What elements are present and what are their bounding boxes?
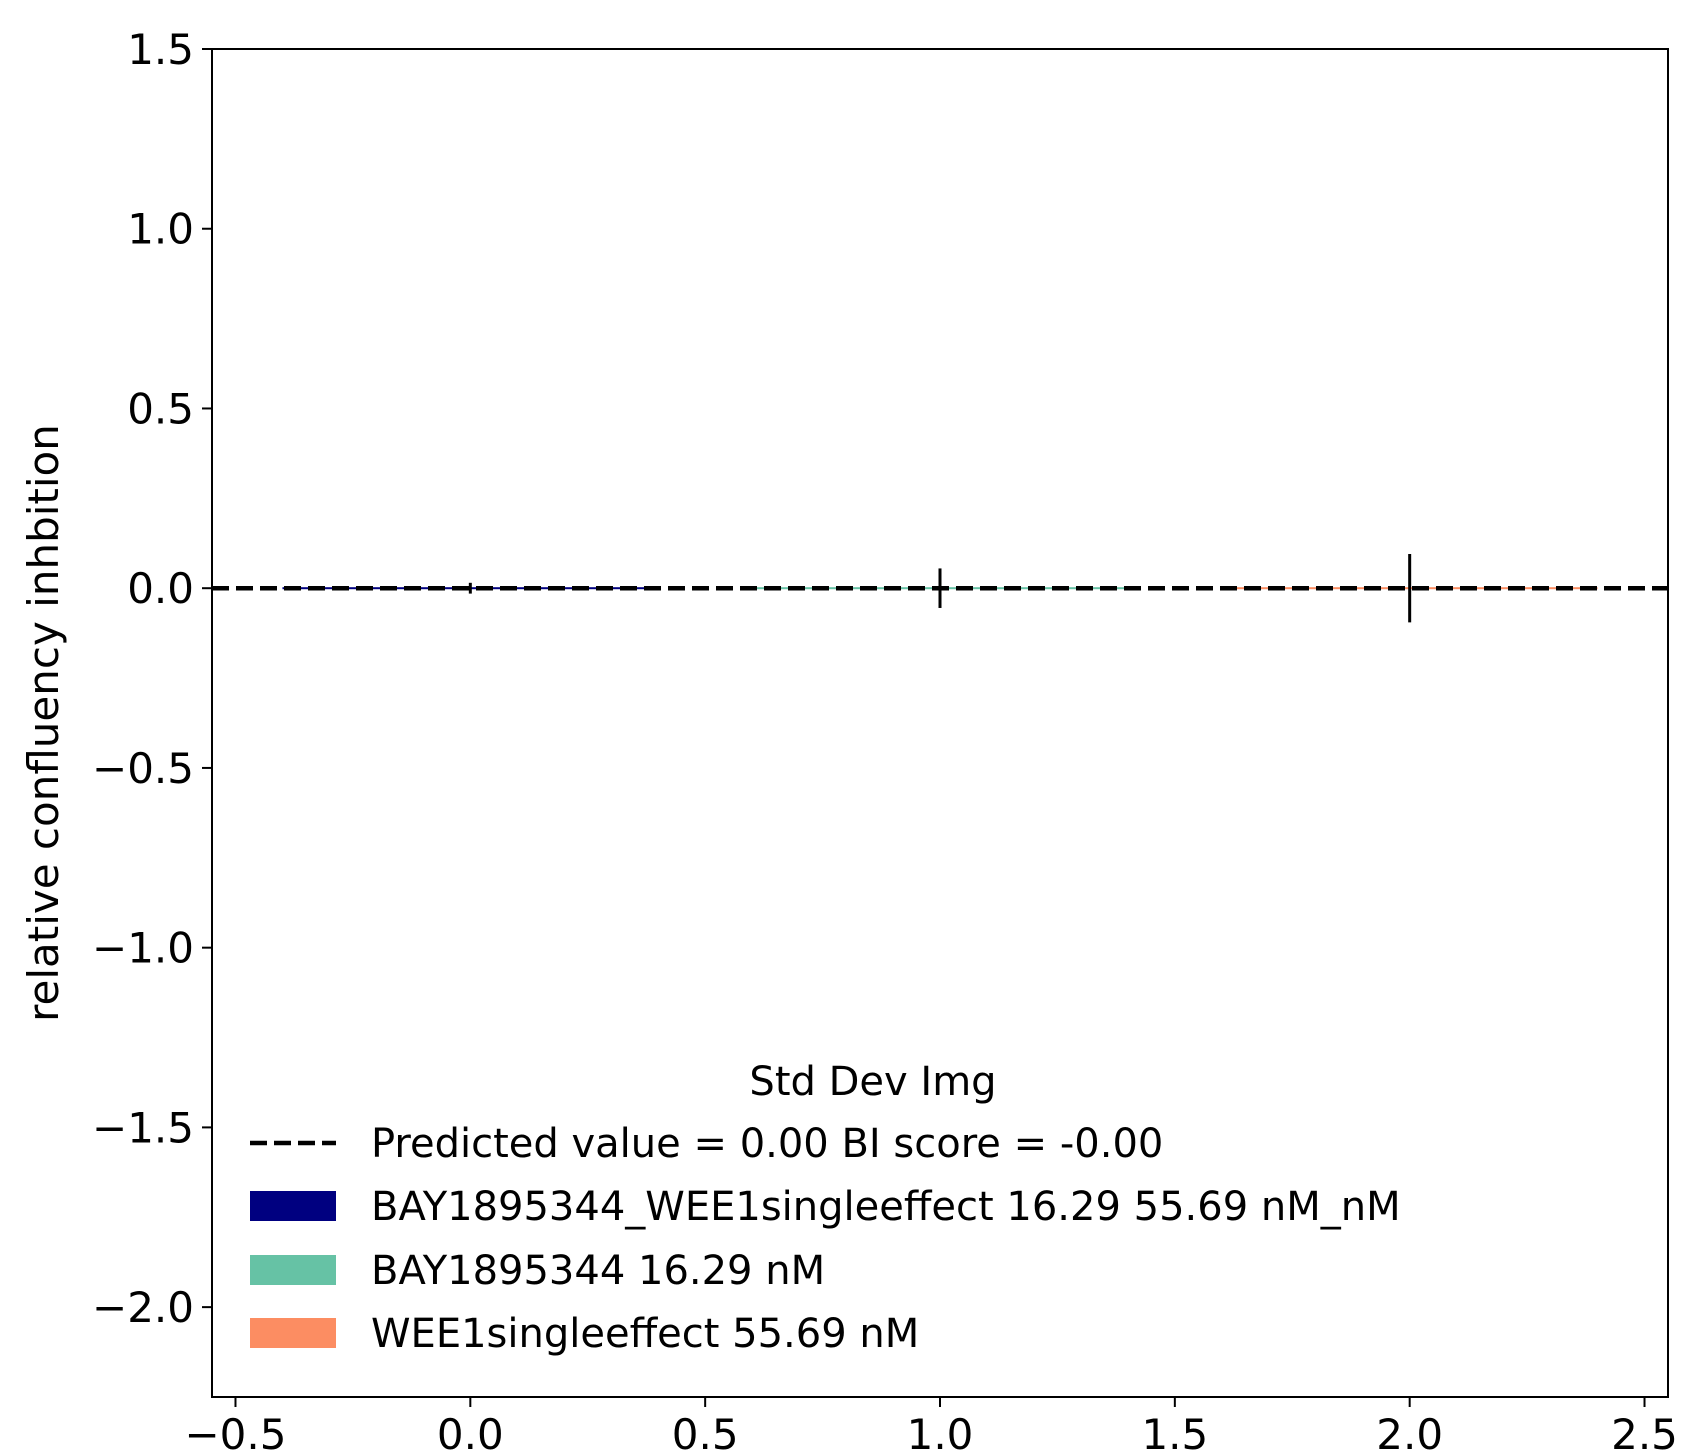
legend-label-2: BAY1895344 16.29 nM [371, 1248, 825, 1294]
y-tick-label-6: −1.5 [92, 1103, 194, 1152]
legend-title: Std Dev Img [749, 1059, 996, 1105]
x-tick-label-0: −0.5 [184, 1410, 286, 1454]
legend-swatch-2 [250, 1255, 336, 1285]
y-tick-label-0: 1.5 [127, 25, 194, 74]
y-tick-label-1: 1.0 [127, 205, 194, 254]
legend: Std Dev Img Predicted value = 0.00 BI sco… [250, 1059, 1401, 1357]
legend-label-3: WEE1singleeffect 55.69 nM [371, 1311, 919, 1357]
x-tick-label-1: 0.0 [437, 1410, 504, 1454]
y-axis: 1.5 1.0 0.5 0.0 −0.5 −1.0 −1.5 −2.0 [92, 25, 212, 1332]
legend-swatch-1 [250, 1191, 336, 1221]
y-tick-label-5: −1.0 [92, 924, 194, 973]
y-axis-label: relative confluency inhbition [19, 424, 68, 1022]
plot-area [212, 554, 1668, 623]
y-tick-label-4: −0.5 [92, 744, 194, 793]
x-tick-label-2: 0.5 [672, 1410, 739, 1454]
legend-swatch-3 [250, 1318, 336, 1348]
legend-label-1: BAY1895344_WEE1singleeffect 16.29 55.69 … [371, 1184, 1401, 1230]
x-tick-label-4: 1.5 [1141, 1410, 1208, 1454]
x-tick-label-3: 1.0 [907, 1410, 974, 1454]
x-tick-label-6: 2.5 [1611, 1410, 1678, 1454]
y-tick-label-2: 0.5 [127, 384, 194, 433]
y-tick-label-7: −2.0 [92, 1283, 194, 1332]
legend-label-0: Predicted value = 0.00 BI score = -0.00 [371, 1121, 1163, 1167]
x-tick-label-5: 2.0 [1376, 1410, 1443, 1454]
y-tick-label-3: 0.0 [127, 564, 194, 613]
x-axis: −0.5 0.0 0.5 1.0 1.5 2.0 2.5 [184, 1397, 1678, 1454]
